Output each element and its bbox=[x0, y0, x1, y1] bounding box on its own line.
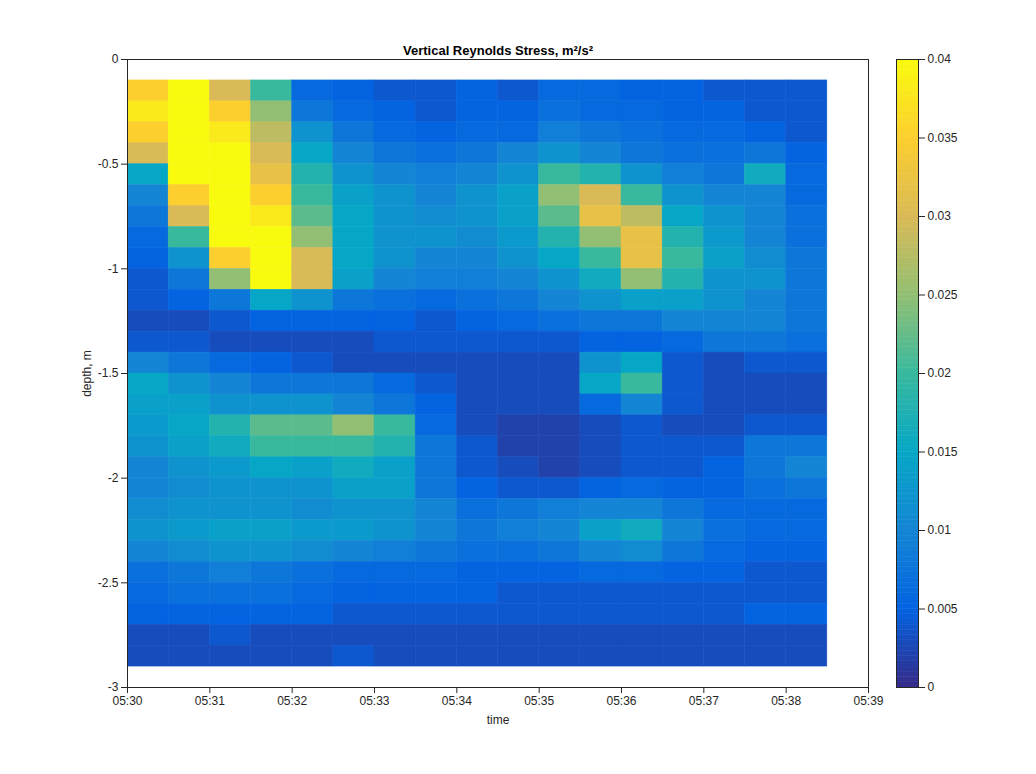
svg-text:-0.5: -0.5 bbox=[98, 157, 119, 171]
svg-text:05:38: 05:38 bbox=[771, 694, 801, 708]
svg-text:0.01: 0.01 bbox=[928, 523, 952, 537]
svg-text:0.035: 0.035 bbox=[928, 131, 958, 145]
svg-text:05:37: 05:37 bbox=[689, 694, 719, 708]
svg-text:-2: -2 bbox=[108, 471, 119, 485]
svg-text:0.03: 0.03 bbox=[928, 209, 952, 223]
svg-text:05:35: 05:35 bbox=[524, 694, 554, 708]
svg-text:time: time bbox=[487, 713, 510, 727]
svg-text:0: 0 bbox=[112, 52, 119, 66]
svg-text:05:36: 05:36 bbox=[606, 694, 636, 708]
svg-text:05:32: 05:32 bbox=[277, 694, 307, 708]
svg-text:05:39: 05:39 bbox=[853, 694, 883, 708]
svg-text:depth, m: depth, m bbox=[80, 350, 94, 397]
svg-text:05:34: 05:34 bbox=[442, 694, 472, 708]
svg-text:-3: -3 bbox=[108, 680, 119, 694]
svg-text:-2.5: -2.5 bbox=[98, 576, 119, 590]
svg-text:05:31: 05:31 bbox=[195, 694, 225, 708]
svg-text:05:30: 05:30 bbox=[112, 694, 142, 708]
svg-text:Vertical Reynolds Stress, m²/s: Vertical Reynolds Stress, m²/s² bbox=[403, 43, 594, 58]
svg-text:-1: -1 bbox=[108, 262, 119, 276]
svg-text:0.02: 0.02 bbox=[928, 366, 952, 380]
svg-text:0.025: 0.025 bbox=[928, 288, 958, 302]
svg-text:-1.5: -1.5 bbox=[98, 366, 119, 380]
svg-text:0.005: 0.005 bbox=[928, 602, 958, 616]
svg-text:0.04: 0.04 bbox=[928, 52, 952, 66]
svg-text:0: 0 bbox=[928, 680, 935, 694]
svg-text:0.015: 0.015 bbox=[928, 445, 958, 459]
svg-text:05:33: 05:33 bbox=[359, 694, 389, 708]
